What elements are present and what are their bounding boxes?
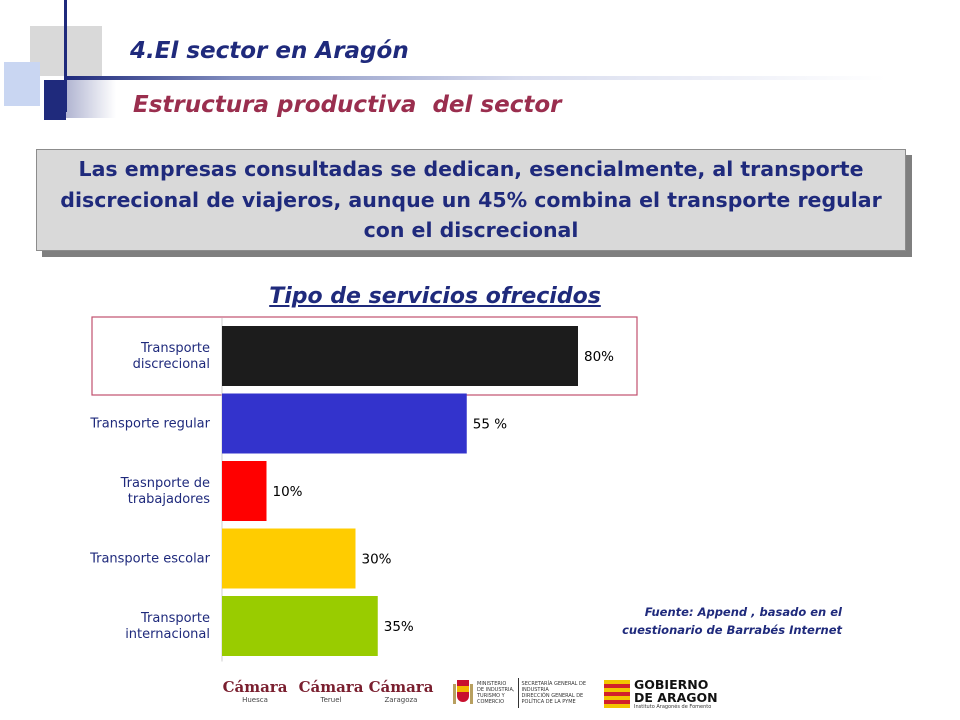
- bar: [222, 596, 378, 656]
- value-label: 80%: [584, 349, 614, 365]
- value-label: 10%: [273, 484, 303, 500]
- value-label: 55 %: [473, 417, 507, 433]
- category-label: Transporte regular: [89, 417, 210, 432]
- section-title: 4.El sector en Aragón: [130, 38, 409, 64]
- ministry-name: MINISTERIO DE INDUSTRIA, TURISMO Y COMER…: [477, 681, 515, 705]
- camara-teruel-city: Teruel: [320, 696, 342, 704]
- bar: [222, 461, 267, 521]
- chart-title: Tipo de servicios ofrecidos: [269, 284, 601, 309]
- aragon-flag-icon: [604, 680, 630, 708]
- camara-zaragoza-wordmark: Cámara: [368, 678, 434, 696]
- source-line-2: cuestionario de Barrabés Internet: [622, 622, 842, 637]
- category-label: Trasnporte de trabajadores: [120, 476, 211, 507]
- ministry-secretariat: SECRETARÍA GENERAL DE INDUSTRIA DIRECCIÓ…: [521, 681, 587, 705]
- key-finding-box: Las empresas consultadas se dedican, ese…: [36, 149, 906, 251]
- source-note: Fuente: Append , basado en el cuestionar…: [560, 604, 842, 640]
- decorative-header-rule: [66, 76, 886, 80]
- camara-teruel-logo: Cámara Teruel: [298, 680, 364, 704]
- value-label: 30%: [362, 552, 392, 568]
- gobierno-aragon-logo: GOBIERNO DE ARAGON Instituto Aragonés de…: [604, 676, 724, 712]
- camara-huesca-city: Huesca: [242, 696, 268, 704]
- camara-teruel-wordmark: Cámara: [298, 678, 364, 696]
- spain-crest-icon: [452, 678, 474, 708]
- bar: [222, 528, 356, 589]
- camara-huesca-wordmark: Cámara: [222, 678, 288, 696]
- decorative-square-navy: [44, 80, 66, 120]
- section-subtitle: Estructura productiva del sector: [133, 92, 562, 118]
- gobierno-aragon-line1: GOBIERNO: [634, 676, 709, 692]
- camara-huesca-logo: Cámara Huesca: [222, 680, 288, 704]
- gobierno-aragon-line2: DE ARAGON: [634, 690, 718, 705]
- category-label: Transporte escolar: [89, 552, 211, 567]
- decorative-square-lightblue: [4, 62, 40, 106]
- bar: [222, 326, 578, 386]
- decorative-vertical-rule: [64, 0, 67, 112]
- camara-zaragoza-logo: Cámara Zaragoza: [368, 680, 434, 704]
- key-finding-text: Las empresas consultadas se dedican, ese…: [60, 156, 882, 243]
- decorative-header-shade: [66, 80, 116, 118]
- ministry-logo: MINISTERIO DE INDUSTRIA, TURISMO Y COMER…: [452, 676, 588, 710]
- bar: [222, 393, 467, 454]
- camara-zaragoza-city: Zaragoza: [384, 696, 418, 704]
- category-label: Transporte discrecional: [133, 341, 210, 372]
- category-label: Transporte internacional: [125, 611, 210, 642]
- source-line-1: Fuente: Append , basado en el: [644, 605, 842, 619]
- gobierno-aragon-subtitle: Instituto Aragonés de Fomento: [634, 704, 712, 711]
- value-label: 35%: [384, 619, 414, 635]
- ministry-divider: [517, 678, 519, 708]
